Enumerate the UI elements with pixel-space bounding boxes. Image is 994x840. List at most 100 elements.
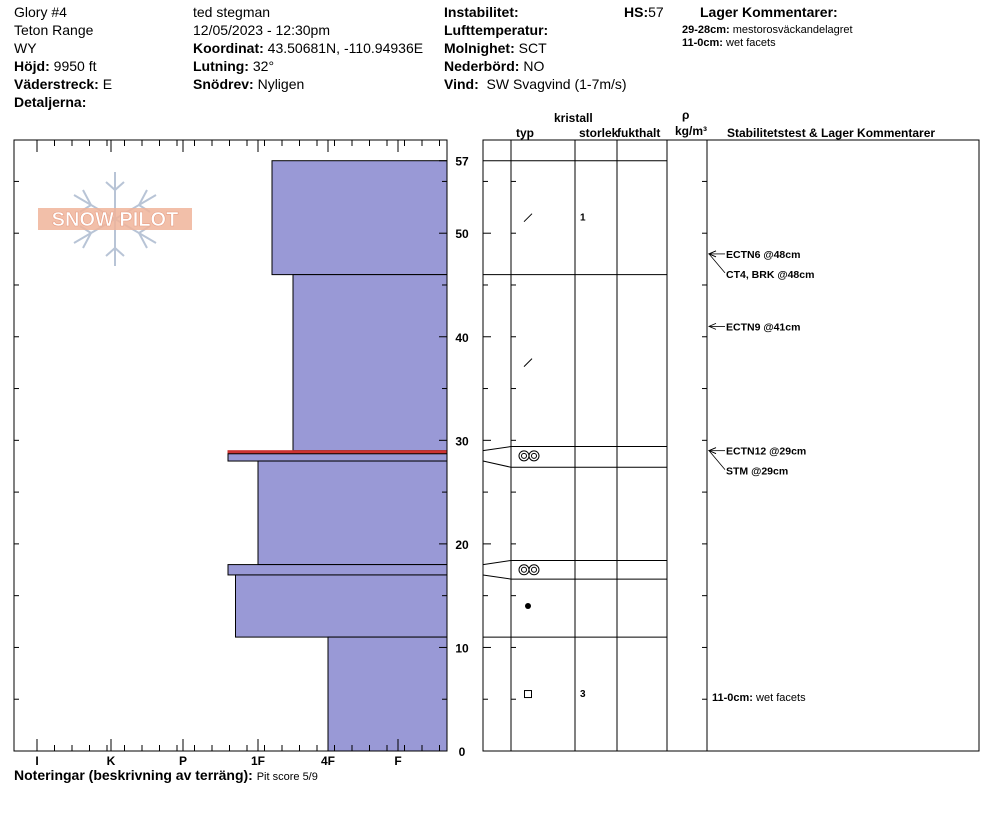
layer-boundary-5 [482,574,667,580]
layer-boundary-4 [482,559,667,566]
state-name: WY [14,40,37,56]
wind-value: SW Svagvind (1-7m/s) [486,76,627,92]
aspect-row: Väderstreck: E [14,76,112,93]
crystal-symbol-2-inner-0 [521,452,527,459]
layer-comment-1-text: mestorosväckandelagret [732,24,853,36]
hardness-label-F: F [394,754,401,768]
layer-boundary-2 [482,446,667,452]
drift-label: Snödrev: [193,76,254,92]
hardness-label-K: K [107,754,116,768]
coordinate-row: Koordinat: 43.50681N, -110.94936E [193,40,423,57]
precip-row: Nederbörd: NO [444,58,544,75]
layer-boundary-3 [482,460,667,468]
aspect-label: Väderstreck: [14,76,99,92]
hardness-label-1F: 1F [251,754,265,768]
hardness-label-P: P [179,754,187,768]
logo-text: SNOW PILOT [52,209,179,231]
layer-comment-2-text: wet facets [726,37,776,49]
logo-band [38,208,192,230]
bottom-comment-text: wet facets [756,692,806,704]
hardness-bar-7 [327,636,448,752]
hardness-bar-6 [235,574,448,638]
hardness-frame [13,139,448,752]
details-label: Detaljerna: [14,94,87,110]
sky-row: Molnighet: SCT [444,40,547,57]
crystal-frame [482,139,980,752]
stability-test-0: ECTN6 @48cm [726,249,800,261]
range-name: Teton Range [14,22,94,38]
stability-test-4: STM @29cm [726,466,788,478]
drift-value: Nyligen [257,76,305,92]
col-density-unit: kg/m³ [675,124,708,138]
bottom-comment: 11-0cm: wet facets [712,692,806,705]
stability-test-2: ECTN9 @41cm [726,321,800,333]
layer-comment-1-depth: 29-28cm: [682,24,730,36]
sky-label: Molnighet: [444,40,515,56]
elevation-row: Höjd: 9950 ft [14,58,96,75]
y-tick-label-50: 50 [455,227,469,241]
hardness-label-I: I [35,754,38,768]
crystal-symbol-3-ring-1 [528,564,540,576]
stability-arrow-2 [707,323,717,330]
y-tick-label-0: 0 [459,745,466,759]
slope-row: Lutning: 32° [193,58,274,75]
observer-name: ted stegman [193,4,271,20]
crystal-symbol-2-ring-0 [518,450,530,462]
hardness-bar-1 [292,274,448,452]
layer-comment-2-depth: 11-0cm: [682,37,723,49]
notes-row: Noteringar (beskrivning av terräng): Pit… [14,767,318,784]
y-tick-label-57: 57 [455,155,469,169]
hardness-bar-5 [227,564,448,576]
stability-arrow-1 [707,250,717,258]
hardness-bar-4 [257,460,448,566]
col-type: typ [516,126,534,140]
col-size: storlek [579,126,619,140]
col-crystal: kristall [554,111,593,125]
stability-arrow-4 [707,447,717,455]
layer-comments-title: Lager Kommentarer: [700,4,838,20]
location-name: Glory #4 [14,4,67,20]
notes-label: Noteringar (beskrivning av terräng): [14,767,253,783]
crystal-symbol-4 [525,603,531,610]
coordinate-value: 43.50681N, -110.94936E [267,40,424,56]
precip-value: NO [523,58,545,74]
crystal-symbol-2-ring-1 [528,450,540,462]
y-tick-label-10: 10 [455,641,469,655]
layer-comment-1: 29-28cm: mestorosväckandelagret [682,24,853,37]
y-tick-label-40: 40 [455,331,469,345]
bottom-comment-depth: 11-0cm: [712,692,753,704]
crystal-symbol-3-inner-0 [521,566,527,573]
slope-label: Lutning: [193,58,249,74]
precip-label: Nederbörd: [444,58,520,74]
airtemp-label: Lufttemperatur: [444,22,549,38]
stability-leader-4 [708,450,726,470]
crystal-size-5: 3 [580,689,586,700]
hardness-label-4F: 4F [321,754,335,768]
crystal-symbol-5 [524,690,532,699]
stability-leader-1 [708,253,726,274]
stability-test-1: CT4, BRK @48cm [726,269,814,281]
notes-value: Pit score 5/9 [256,771,318,783]
hs-value: 57 [648,4,664,20]
hardness-bar-0 [271,160,448,276]
y-tick-label-30: 30 [455,434,469,448]
sky-value: SCT [518,40,547,56]
col-moisture: fukthalt [617,126,661,140]
slope-value: 32° [252,58,275,74]
instability-label: Instabilitet: [444,4,519,20]
crystal-symbol-3-ring-0 [518,564,530,576]
crystal-symbol-2-inner-1 [531,452,537,459]
aspect-value: E [102,76,113,92]
hardness-bar-3 [227,453,448,462]
coordinate-label: Koordinat: [193,40,264,56]
col-stability: Stabilitetstest & Lager Kommentarer [727,126,936,140]
crystal-symbol-1 [523,358,533,368]
crystal-size-0: 1 [580,213,586,224]
drift-row: Snödrev: Nyligen [193,76,304,93]
col-rho: ρ [682,108,690,122]
elevation-value: 9950 ft [53,58,97,74]
hs-label: HS: [624,4,649,20]
y-tick-label-20: 20 [455,538,469,552]
layer-comment-2: 11-0cm: wet facets [682,37,776,50]
